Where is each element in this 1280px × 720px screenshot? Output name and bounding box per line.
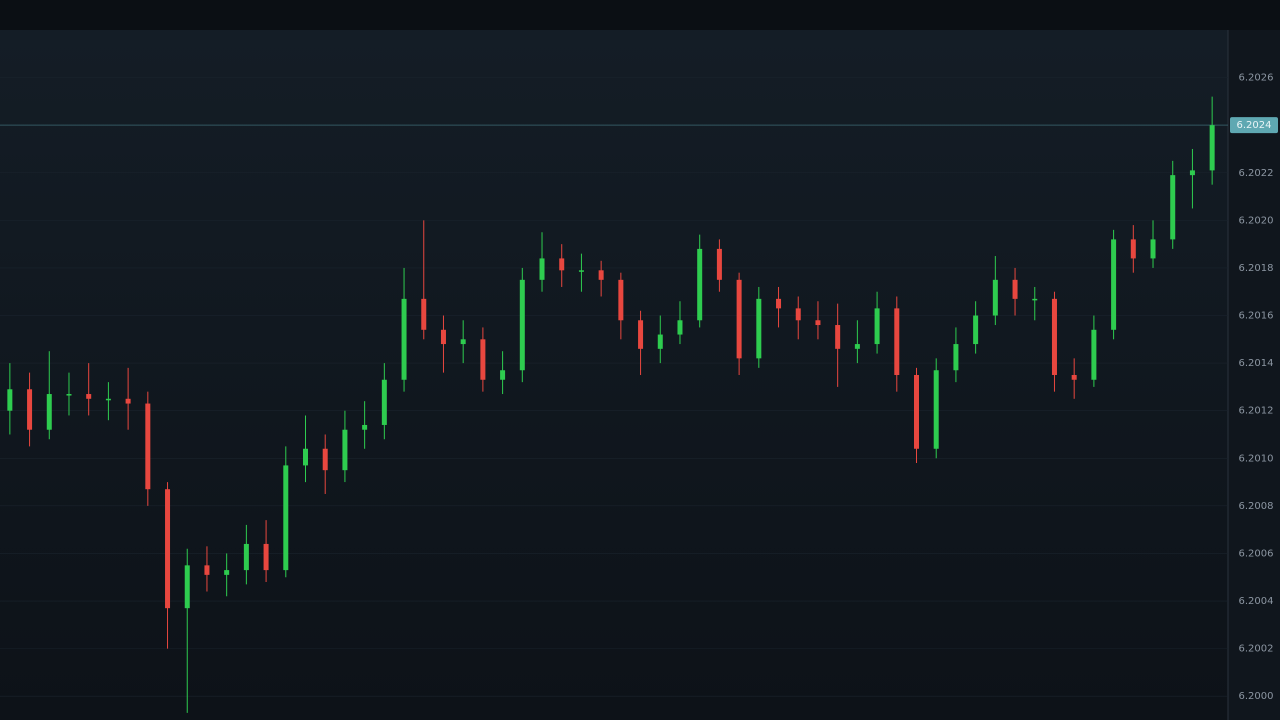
candle-body [795, 308, 801, 321]
candle-body [776, 298, 782, 309]
candle-body [756, 298, 762, 359]
candle-body [677, 320, 683, 335]
candle-body [1032, 298, 1038, 301]
candle-body [1012, 279, 1018, 299]
y-tick-label: 6.2026 [1239, 73, 1274, 84]
candle-body [322, 448, 328, 471]
candle-body [342, 429, 348, 471]
candle-body [933, 370, 939, 449]
candle-body [421, 298, 427, 330]
y-tick-label: 6.2022 [1239, 168, 1274, 179]
candle-body [657, 334, 663, 349]
grid [0, 77, 1228, 697]
candle-body [1170, 175, 1176, 240]
candle-body [7, 389, 13, 411]
candle-body [914, 375, 919, 449]
y-tick-label: 6.2008 [1239, 501, 1274, 512]
candle-body [973, 315, 979, 345]
candle-body [1051, 298, 1057, 375]
plot-area [0, 30, 1228, 720]
price-axis [1228, 30, 1280, 720]
candle-body [1150, 239, 1156, 259]
candles [7, 96, 1215, 713]
candle-body [381, 379, 387, 425]
candle-body [1091, 329, 1097, 380]
candle-body [815, 320, 821, 326]
candle-body [165, 489, 171, 609]
candle-body [303, 448, 308, 466]
candle-body [716, 248, 722, 280]
candle-body [224, 570, 230, 575]
y-tick-label: 6.2004 [1239, 596, 1274, 607]
candle-body [480, 339, 486, 380]
candle-body [1071, 375, 1077, 380]
candle-body [263, 543, 269, 571]
candle-body [1209, 125, 1215, 171]
candle-body [283, 465, 289, 571]
candle-body [874, 308, 880, 345]
y-tick-label: 6.2002 [1239, 644, 1274, 655]
candle-body [401, 298, 407, 380]
candle-body [519, 279, 525, 371]
candle-body [638, 320, 644, 349]
candle-body [1111, 239, 1117, 330]
candle-body [1130, 239, 1136, 259]
candle-body [854, 344, 860, 349]
last-price-label: 6.2024 [1237, 120, 1272, 131]
candle-body [953, 344, 959, 371]
last-price-badge [1230, 117, 1278, 134]
candle-body [618, 279, 624, 321]
candle-body [362, 424, 368, 430]
candle-body [46, 394, 52, 430]
candle-body [243, 543, 249, 571]
axis: 6.2026 6.2024 6.2022 6.2020 6.2018 6.2016 6.20… [1230, 73, 1278, 702]
candle-body [184, 565, 190, 609]
candle-body [697, 248, 703, 321]
candle-body [27, 389, 33, 430]
candle-body [736, 279, 742, 359]
candle-body [460, 339, 466, 345]
candle-body [894, 308, 900, 375]
candle-body [105, 398, 111, 401]
candle-body [1189, 170, 1195, 176]
candle-body [500, 370, 506, 380]
candle-body [145, 403, 151, 490]
candle-body [66, 394, 72, 396]
y-tick-label: 6.2010 [1239, 453, 1274, 464]
top-bar [0, 0, 1280, 30]
y-tick-label: 6.2016 [1239, 311, 1274, 322]
candle-body [539, 258, 545, 280]
y-tick-label: 6.2006 [1239, 548, 1274, 559]
y-tick-label: 6.2020 [1239, 215, 1274, 226]
y-tick-label: 6.2018 [1239, 263, 1274, 274]
candle-body [598, 270, 604, 280]
candle-body [125, 398, 131, 404]
candle-body [440, 329, 446, 345]
y-tick-label: 6.2012 [1239, 406, 1274, 417]
y-tick-label: 6.2000 [1239, 691, 1274, 702]
candle-body [578, 270, 584, 272]
candle-body [835, 325, 841, 349]
candle-body [559, 258, 565, 271]
candle-body [86, 394, 92, 399]
y-tick-label: 6.2014 [1239, 358, 1274, 369]
candle-body [204, 565, 210, 575]
candle-body [992, 279, 998, 316]
